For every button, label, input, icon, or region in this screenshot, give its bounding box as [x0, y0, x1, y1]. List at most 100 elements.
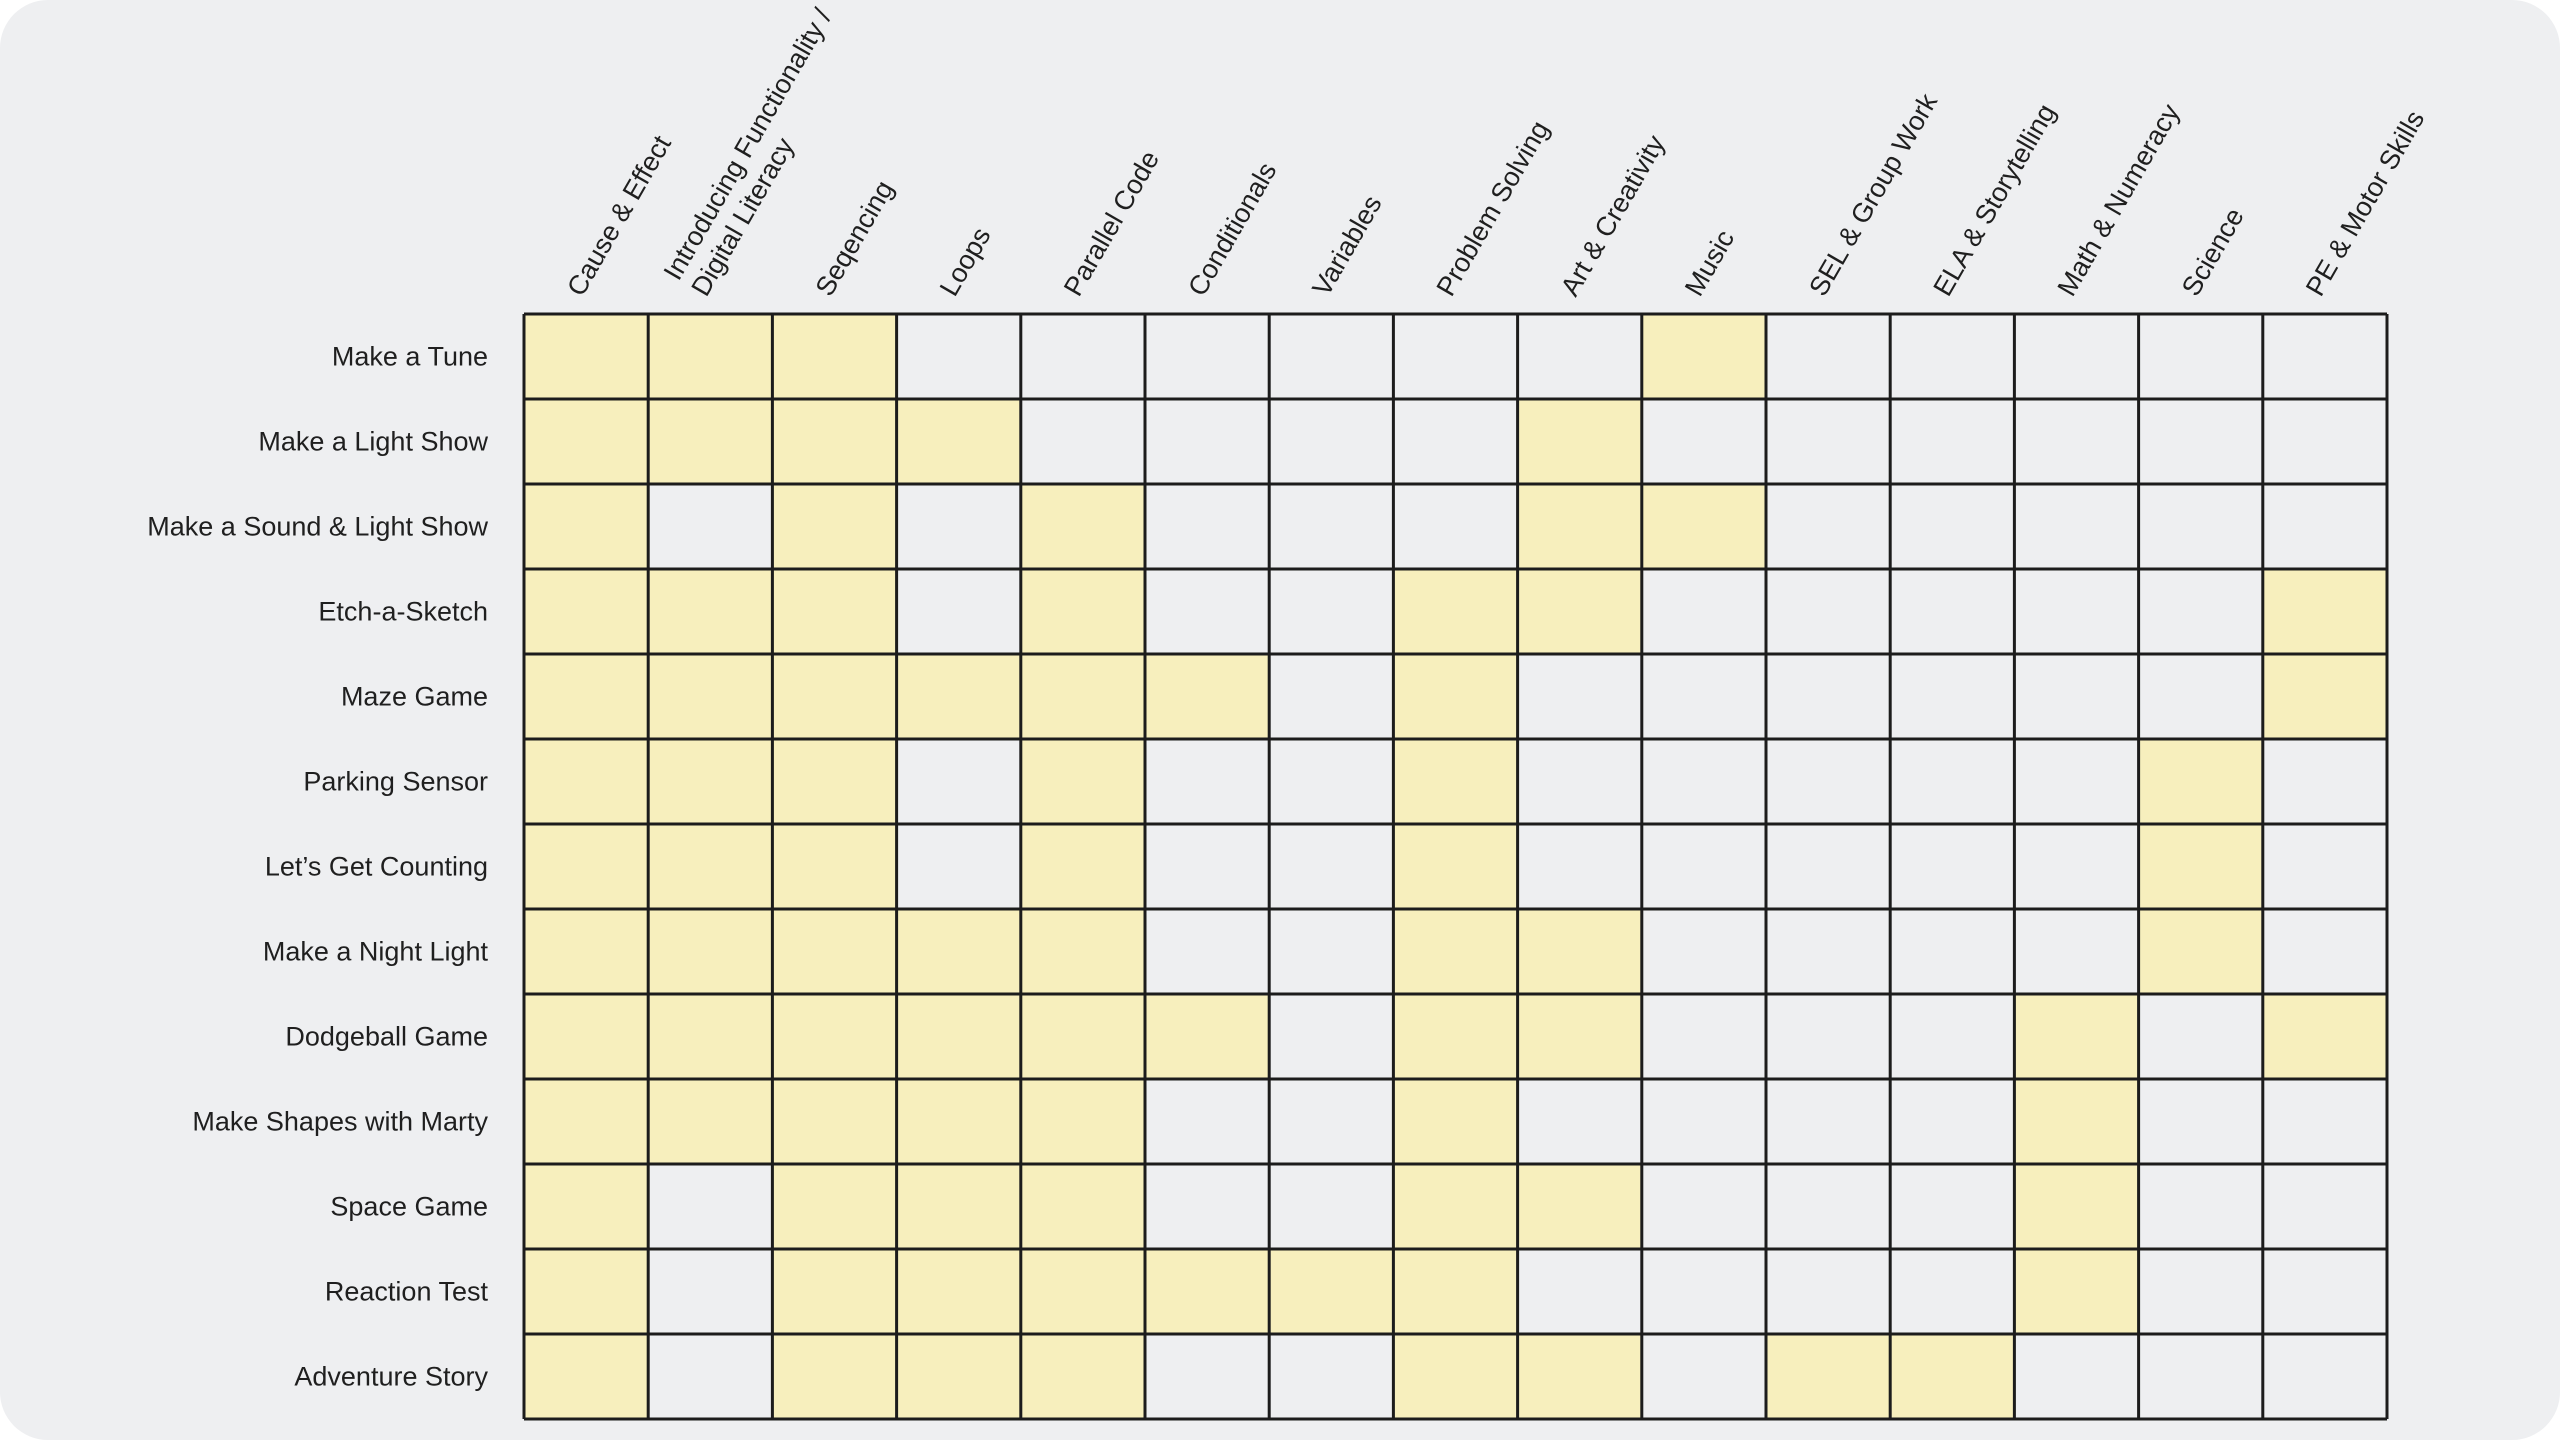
matrix-cell-empty	[1145, 314, 1270, 399]
row-label: Dodgeball Game	[285, 1022, 488, 1052]
matrix-cell-empty	[2138, 484, 2263, 569]
matrix-cell-empty	[2262, 314, 2387, 399]
matrix-cell-filled	[772, 824, 897, 909]
matrix-cell-filled	[524, 399, 649, 484]
matrix-cell-empty	[1145, 1079, 1270, 1164]
row-label: Make Shapes with Marty	[192, 1107, 488, 1137]
matrix-cell-empty	[2138, 994, 2263, 1079]
matrix-cell-filled	[1517, 1164, 1642, 1249]
row-label: Parking Sensor	[303, 767, 488, 797]
row-label: Space Game	[330, 1192, 488, 1222]
matrix-cell-empty	[2138, 569, 2263, 654]
matrix-cell-empty	[1145, 1164, 1270, 1249]
column-header: Math & Numeracy	[2052, 98, 2186, 301]
matrix-cell-filled	[2262, 654, 2387, 739]
matrix-cell-filled	[1393, 909, 1518, 994]
matrix-cell-empty	[1269, 824, 1394, 909]
matrix-cell-empty	[1766, 1249, 1891, 1334]
matrix-cell-empty	[1393, 399, 1518, 484]
matrix-cell-filled	[896, 1164, 1021, 1249]
matrix-cell-filled	[1020, 1249, 1145, 1334]
matrix-cell-empty	[1890, 569, 2015, 654]
matrix-cell-empty	[896, 739, 1021, 824]
matrix-cell-empty	[2014, 909, 2139, 994]
matrix-cell-empty	[2262, 1079, 2387, 1164]
matrix-cell-empty	[2014, 739, 2139, 824]
matrix-cell-filled	[1393, 654, 1518, 739]
column-header: Variables	[1306, 190, 1387, 301]
matrix-cell-filled	[2014, 1249, 2139, 1334]
matrix-cell-filled	[524, 314, 649, 399]
matrix-cell-empty	[1269, 314, 1394, 399]
matrix-cell-empty	[1641, 1079, 1766, 1164]
column-label: SEL & Group Work	[1803, 88, 1943, 301]
matrix-cell-empty	[2014, 824, 2139, 909]
matrix-cell-filled	[1020, 654, 1145, 739]
column-label: Art & Creativity	[1555, 130, 1671, 301]
matrix-cell-filled	[2014, 1079, 2139, 1164]
matrix-cell-filled	[2014, 994, 2139, 1079]
matrix-cell-empty	[1766, 569, 1891, 654]
column-header: Science	[2176, 203, 2250, 301]
matrix-cell-filled	[648, 909, 773, 994]
matrix-cell-empty	[1890, 909, 2015, 994]
matrix-cell-filled	[2014, 1164, 2139, 1249]
matrix-cell-filled	[896, 1079, 1021, 1164]
matrix-cell-filled	[1517, 399, 1642, 484]
matrix-cell-empty	[648, 1164, 773, 1249]
matrix-cell-filled	[524, 484, 649, 569]
matrix-cell-filled	[1393, 1334, 1518, 1419]
matrix-cell-empty	[896, 569, 1021, 654]
row-label: Make a Night Light	[263, 937, 489, 967]
matrix-cell-empty	[1145, 484, 1270, 569]
matrix-cell-empty	[2138, 1334, 2263, 1419]
matrix-cell-empty	[1890, 994, 2015, 1079]
matrix-cell-empty	[1641, 909, 1766, 994]
column-header: Art & Creativity	[1555, 130, 1671, 301]
matrix-cell-empty	[648, 484, 773, 569]
matrix-cell-empty	[1890, 399, 2015, 484]
matrix-cell-empty	[1269, 654, 1394, 739]
matrix-cell-filled	[524, 569, 649, 654]
matrix-cell-filled	[772, 314, 897, 399]
matrix-cell-filled	[772, 399, 897, 484]
matrix-cell-filled	[772, 569, 897, 654]
matrix-cell-empty	[1641, 399, 1766, 484]
column-label: PE & Motor Skills	[2300, 105, 2430, 301]
matrix-cell-empty	[1766, 739, 1891, 824]
column-header: PE & Motor Skills	[2300, 105, 2430, 301]
matrix-cell-empty	[1641, 1334, 1766, 1419]
column-header: Problem Solving	[1431, 116, 1555, 301]
column-label: Music	[1679, 225, 1740, 301]
matrix-cell-filled	[524, 824, 649, 909]
matrix-cell-empty	[2014, 654, 2139, 739]
matrix-cell-filled	[896, 1249, 1021, 1334]
matrix-cell-empty	[896, 314, 1021, 399]
matrix-cell-filled	[1020, 1164, 1145, 1249]
matrix-cell-empty	[1890, 1164, 2015, 1249]
matrix-cell-filled	[1020, 824, 1145, 909]
matrix-cell-filled	[1020, 739, 1145, 824]
matrix-cell-empty	[1269, 1334, 1394, 1419]
matrix-cell-filled	[772, 1334, 897, 1419]
matrix-cell-filled	[896, 654, 1021, 739]
matrix-cell-filled	[1517, 569, 1642, 654]
matrix-cell-empty	[1269, 399, 1394, 484]
matrix-cell-empty	[1269, 1079, 1394, 1164]
matrix-cell-empty	[1766, 1164, 1891, 1249]
matrix-cell-empty	[2138, 314, 2263, 399]
matrix-cell-empty	[1145, 824, 1270, 909]
matrix-cell-filled	[648, 824, 773, 909]
matrix-cell-empty	[1641, 994, 1766, 1079]
matrix-cell-filled	[524, 994, 649, 1079]
row-label: Etch-a-Sketch	[318, 597, 488, 627]
column-label: Math & Numeracy	[2052, 98, 2186, 301]
matrix-cell-empty	[1641, 1164, 1766, 1249]
matrix-cell-empty	[1020, 399, 1145, 484]
matrix-cell-filled	[772, 739, 897, 824]
matrix-cell-filled	[648, 1079, 773, 1164]
matrix-cell-filled	[1020, 909, 1145, 994]
matrix-cell-filled	[896, 909, 1021, 994]
row-label: Reaction Test	[325, 1277, 489, 1307]
matrix-cell-filled	[2138, 739, 2263, 824]
